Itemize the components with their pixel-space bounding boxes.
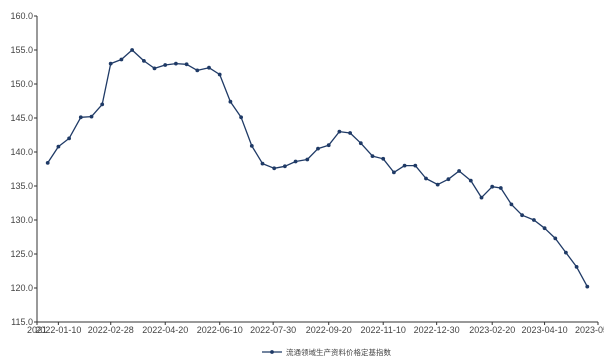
data-point [293, 159, 298, 164]
data-point [217, 72, 222, 77]
data-point [553, 236, 558, 241]
data-point [108, 61, 113, 66]
series-line [47, 49, 588, 287]
data-point [239, 115, 244, 120]
data-point [119, 57, 124, 62]
data-point [272, 166, 277, 171]
data-point [100, 102, 105, 107]
data-point [184, 62, 189, 67]
x-tick-label: 2022-06-10 [197, 325, 243, 335]
data-point [392, 170, 396, 175]
data-point [130, 48, 135, 52]
x-tick-label: 2022-02-28 [88, 325, 134, 335]
data-point [435, 182, 440, 187]
data-point [142, 59, 146, 63]
data-point [490, 184, 495, 189]
data-point [402, 163, 407, 168]
data-point [45, 161, 50, 165]
data-point [574, 265, 579, 269]
data-point [585, 284, 590, 289]
data-point [564, 250, 568, 255]
data-point [498, 186, 503, 190]
legend-label: 流通领域生产资料价格定基指数 [286, 347, 391, 357]
data-point [152, 66, 157, 71]
data-point [316, 146, 320, 151]
data-point [468, 178, 473, 183]
x-tick-label: 2022-09-20 [306, 325, 352, 335]
x-tick-label: 2022-12-30 [414, 325, 460, 335]
data-point [174, 61, 178, 66]
data-point [78, 115, 83, 120]
data-point [337, 129, 342, 134]
data-point [283, 164, 287, 169]
x-tick-label: 2022-04-20 [142, 325, 188, 335]
y-tick-label: 160.0 [10, 11, 33, 21]
x-tick-label: 2023-05-30 [575, 325, 604, 335]
data-point [260, 161, 265, 166]
data-point [163, 63, 168, 67]
x-tick-label: 2022-11-10 [361, 325, 406, 335]
plot-area [45, 48, 590, 289]
data-point [348, 131, 352, 135]
y-tick-label: 150.0 [10, 79, 33, 89]
data-point [532, 218, 536, 222]
y-tick-label: 155.0 [10, 45, 33, 55]
data-point [509, 202, 514, 207]
y-axis: 115.0 120.0 125.0 130.0 135.0 140.0 145.0 150.0… [10, 11, 38, 327]
data-point [381, 156, 386, 161]
data-point [326, 143, 331, 148]
data-point [542, 226, 547, 231]
data-point [520, 213, 524, 218]
data-point [424, 176, 428, 181]
data-point [305, 157, 310, 162]
x-tick-label: 2023-02-20 [469, 325, 515, 335]
y-tick-label: 125.0 [10, 249, 33, 259]
x-tick-label: 2023-04-10 [522, 325, 568, 335]
x-tick-label: 2022-07-30 [250, 325, 296, 335]
y-tick-label: 115.0 [11, 317, 33, 327]
data-point [370, 154, 375, 159]
y-tick-label: 140.0 [10, 147, 33, 157]
data-point [207, 65, 211, 70]
data-point [479, 195, 484, 200]
data-point [228, 99, 233, 104]
x-tick-label: 2022-01-10 [35, 325, 81, 335]
data-point [195, 68, 200, 73]
data-point [446, 177, 451, 182]
y-tick-label: 145.0 [10, 113, 33, 123]
y-tick-label: 135.0 [10, 181, 33, 191]
data-point [67, 136, 71, 141]
x-tick-label: 2021 [27, 325, 47, 335]
data-point [56, 144, 61, 149]
data-point [358, 141, 363, 146]
y-tick-label: 130.0 [10, 215, 33, 225]
data-point [457, 169, 461, 173]
legend: 流通领域生产资料价格定基指数 [262, 347, 391, 357]
legend-marker [270, 350, 274, 354]
data-point [249, 144, 254, 148]
data-point [89, 114, 94, 119]
data-point [413, 163, 418, 168]
y-tick-label: 120.0 [10, 283, 33, 293]
